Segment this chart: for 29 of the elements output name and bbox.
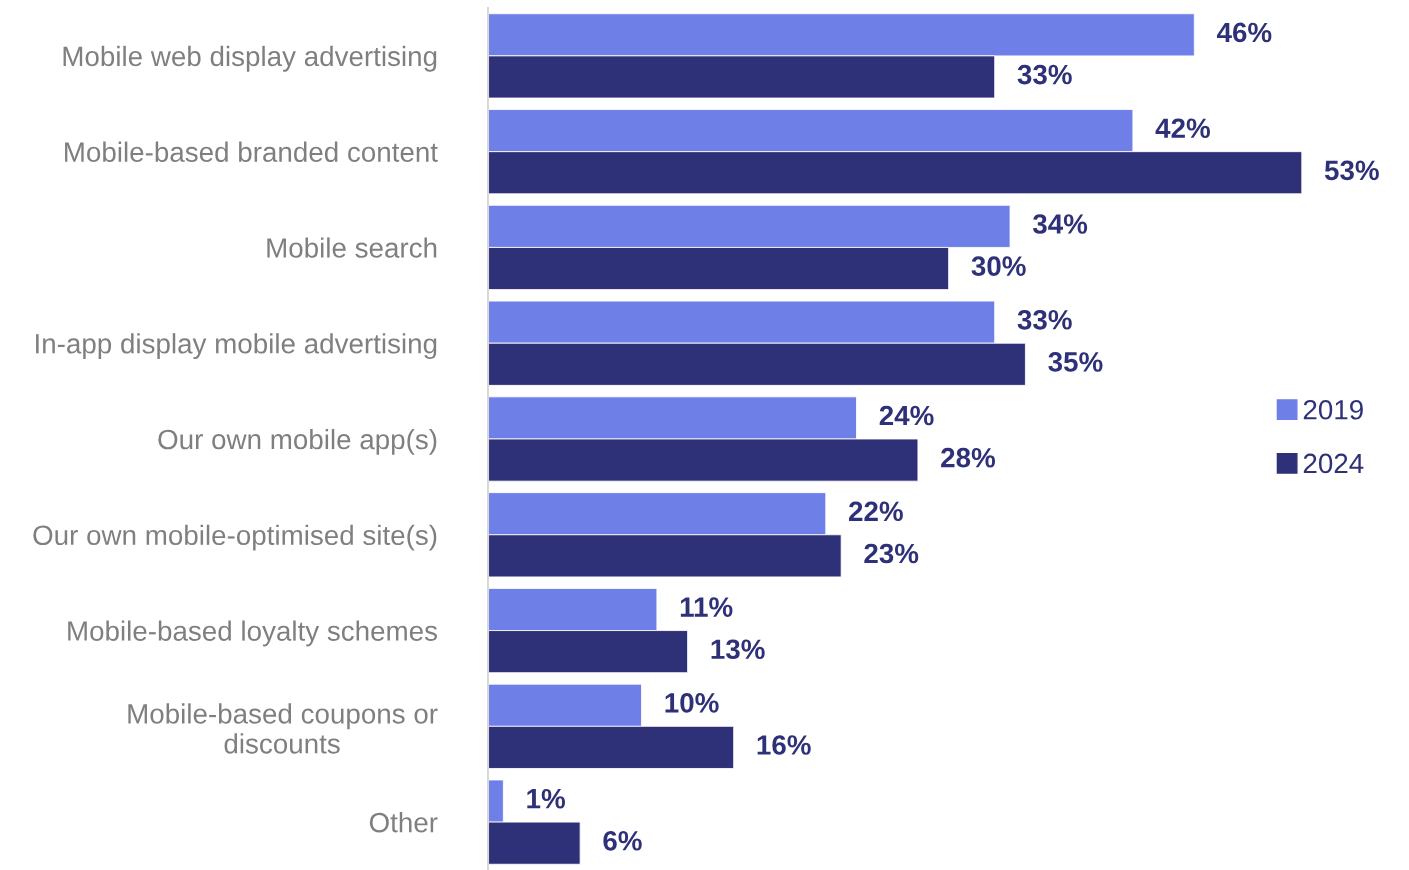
y-tick-label: Our own mobile-optimised site(s) bbox=[33, 524, 437, 551]
y-tick-label: Mobile-based loyalty schemes bbox=[68, 620, 438, 647]
y-tick-label: Mobile web display advertising bbox=[63, 45, 437, 72]
data-label: 11% bbox=[680, 597, 733, 617]
data-label: 35% bbox=[1048, 352, 1103, 372]
data-label: 10% bbox=[665, 693, 719, 713]
legend-label: 2019 bbox=[1303, 399, 1363, 420]
data-label: 33% bbox=[1017, 64, 1072, 85]
data-label: 30% bbox=[971, 256, 1026, 277]
data-label: 24% bbox=[879, 405, 934, 426]
y-tick-label: Mobile-based coupons or discounts bbox=[128, 703, 438, 754]
data-label: 6% bbox=[603, 830, 642, 851]
y-tick-label: Mobile search bbox=[267, 237, 437, 258]
y-tick-label: Our own mobile app(s) bbox=[158, 428, 437, 455]
y-tick-label: In-app display mobile advertising bbox=[36, 333, 437, 360]
data-label: 28% bbox=[941, 447, 996, 468]
data-label: 42% bbox=[1155, 118, 1210, 138]
data-label: 46% bbox=[1216, 22, 1272, 43]
y-tick-label: Other bbox=[369, 812, 438, 833]
legend-label: 2024 bbox=[1303, 453, 1364, 474]
data-label: 16% bbox=[757, 735, 811, 755]
data-label: 53% bbox=[1324, 160, 1379, 181]
data-label: 23% bbox=[864, 543, 919, 564]
data-label: 1% bbox=[527, 788, 565, 809]
data-label: 13% bbox=[711, 639, 765, 660]
y-tick-label: Mobile-based branded content bbox=[65, 141, 438, 163]
data-label: 34% bbox=[1032, 214, 1088, 234]
data-label: 22% bbox=[848, 501, 903, 522]
data-label: 33% bbox=[1017, 309, 1072, 330]
